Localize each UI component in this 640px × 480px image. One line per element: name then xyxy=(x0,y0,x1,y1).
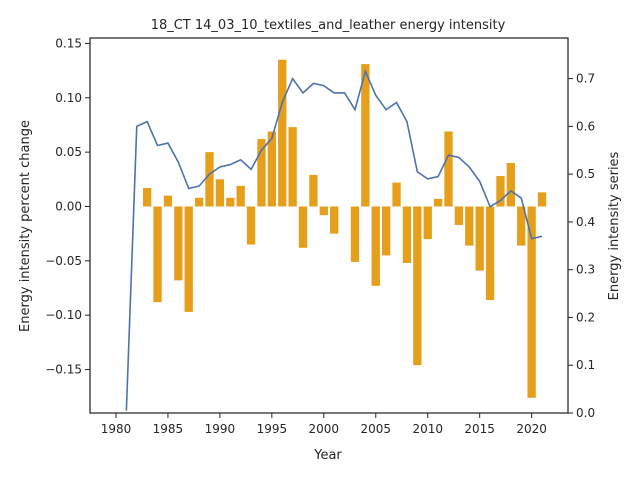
bar-1989 xyxy=(205,152,214,207)
bar-series xyxy=(142,59,547,398)
bar-1984 xyxy=(153,206,162,303)
bar-2010 xyxy=(423,206,432,240)
y-left-tick-label: −0.10 xyxy=(45,308,82,322)
bar-2004 xyxy=(361,64,370,207)
axes xyxy=(89,37,569,414)
bar-1998 xyxy=(298,206,308,248)
bar-2019 xyxy=(517,206,526,246)
y-left-tick-label: −0.05 xyxy=(45,254,82,268)
y-right-tick-label: 0.2 xyxy=(576,310,595,324)
y-left-tick-label: 0.00 xyxy=(55,199,82,213)
y-left-tick-label: 0.05 xyxy=(55,145,82,159)
plot-frame xyxy=(89,37,569,414)
bar-2015 xyxy=(475,206,484,271)
bar-1986 xyxy=(174,206,183,281)
y-left-axis-label: Energy intensity percent change xyxy=(18,120,33,332)
x-tick-label: 2010 xyxy=(412,422,443,436)
y-right-tick-label: 0.3 xyxy=(576,263,595,277)
bar-2014 xyxy=(465,206,474,246)
y-left-tick-label: 0.10 xyxy=(55,91,82,105)
x-tick-label: 1985 xyxy=(153,422,184,436)
x-axis-label: Year xyxy=(313,448,342,463)
bar-1995 xyxy=(267,131,277,207)
bar-1992 xyxy=(236,185,245,207)
energy-intensity-line xyxy=(125,69,543,411)
bar-1990 xyxy=(215,179,225,207)
bar-2009 xyxy=(413,206,422,366)
bar-2013 xyxy=(454,206,464,225)
bar-1987 xyxy=(184,206,193,312)
tick-marks: 1980 1985 1990 1995 2000 2005 2010 2015 2020 −0.1… xyxy=(45,36,595,436)
bar-2018 xyxy=(506,163,516,207)
bar-2006 xyxy=(381,206,391,256)
bar-2008 xyxy=(402,206,412,263)
bar-1999 xyxy=(309,174,318,207)
bar-2011 xyxy=(433,198,443,207)
bar-1991 xyxy=(226,197,235,207)
bar-1997 xyxy=(288,127,297,207)
y-right-tick-label: 0.0 xyxy=(576,406,595,420)
bar-1994 xyxy=(257,139,266,207)
x-tick-label: 2000 xyxy=(309,422,340,436)
bar-2012 xyxy=(444,131,453,207)
bar-1988 xyxy=(194,197,204,207)
x-tick-label: 1990 xyxy=(205,422,236,436)
x-tick-label: 2020 xyxy=(516,422,547,436)
y-left-tick-label: −0.15 xyxy=(45,363,82,377)
bar-2007 xyxy=(392,182,401,207)
x-tick-label: 1980 xyxy=(101,422,132,436)
y-right-tick-label: 0.5 xyxy=(576,167,595,181)
x-tick-label: 2015 xyxy=(464,422,495,436)
bar-1993 xyxy=(246,206,256,245)
bar-1983 xyxy=(142,188,152,207)
y-right-tick-label: 0.1 xyxy=(576,358,595,372)
y-right-tick-label: 0.6 xyxy=(576,119,595,133)
bar-2005 xyxy=(371,206,380,286)
y-right-tick-label: 0.4 xyxy=(576,215,595,229)
bar-2001 xyxy=(330,206,339,234)
x-tick-label: 1995 xyxy=(257,422,288,436)
x-tick-label: 2005 xyxy=(360,422,391,436)
bar-2003 xyxy=(350,206,360,262)
y-right-tick-label: 0.7 xyxy=(576,72,595,86)
bar-2021 xyxy=(537,192,547,207)
bar-2017 xyxy=(496,176,505,207)
bar-2000 xyxy=(319,206,328,216)
chart-title: 18_CT 14_03_10_textiles_and_leather ener… xyxy=(151,18,506,33)
bar-1996 xyxy=(278,59,287,207)
line-series xyxy=(125,69,543,411)
y-right-axis-label: Energy intensity series xyxy=(607,151,622,300)
y-left-tick-label: 0.15 xyxy=(55,36,82,50)
bar-1985 xyxy=(163,195,173,207)
bar-2016 xyxy=(485,206,495,300)
bar-2020 xyxy=(527,206,536,398)
